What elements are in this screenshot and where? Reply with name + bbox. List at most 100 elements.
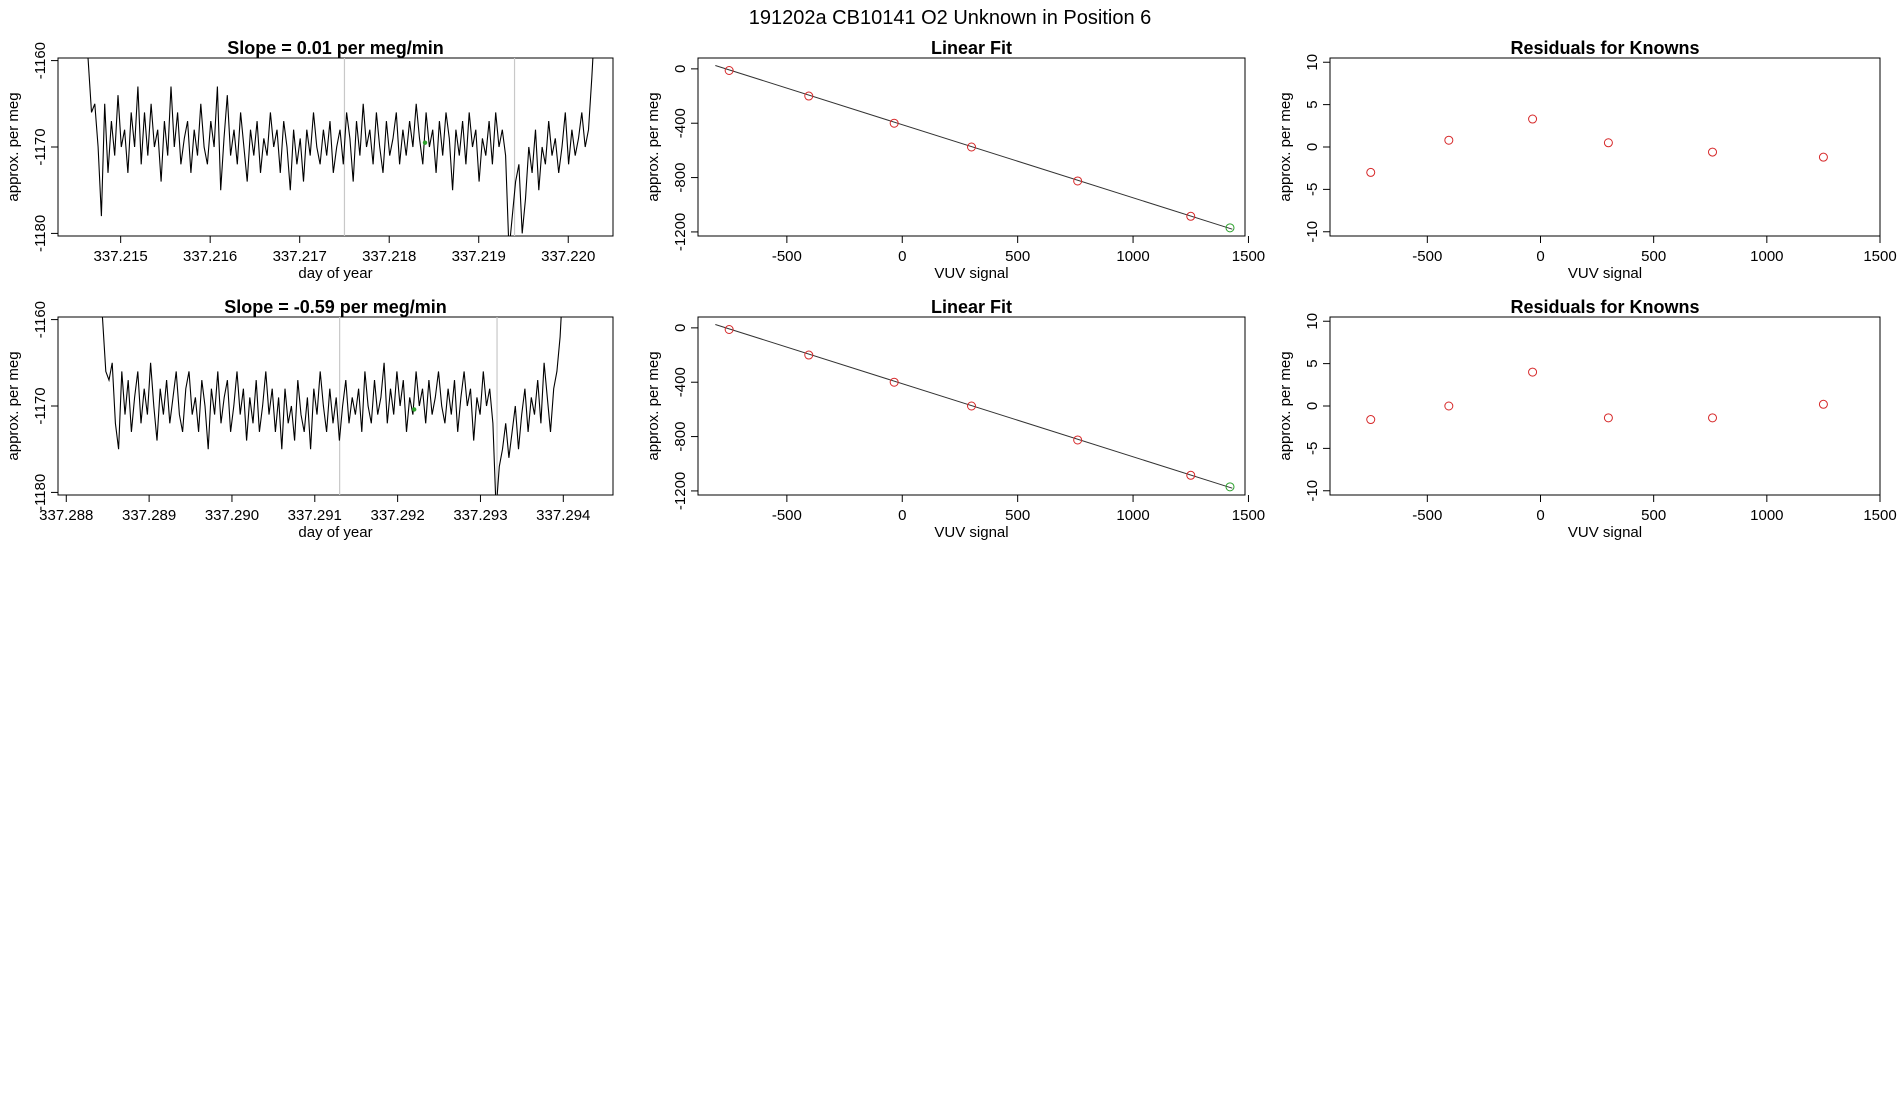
known-sample-point [1708,413,1718,423]
y-axis-label: approx. per meg [645,351,662,460]
x-tick-label: 0 [1536,507,1544,524]
y-tick-label: -1170 [32,387,49,424]
known-sample-point [1818,399,1828,409]
x-tick-label: 500 [1641,507,1666,524]
x-tick-label: 337.291 [288,507,342,524]
plot-frame [1329,57,1881,237]
y-axis-label: approx. per meg [5,92,22,201]
known-sample-point [1603,413,1613,423]
plot-area [1366,367,1828,425]
plot-title: Linear Fit [931,297,1012,317]
plot-frame [1329,316,1881,496]
known-sample-point [724,325,734,335]
y-tick-label: 5 [1304,359,1321,367]
chart-panel-3: Residuals for Knowns -500 0 500 1000 1500 -10 -… [1277,38,1897,282]
x-tick-label: 0 [1536,248,1544,265]
y-tick-label: 10 [1304,54,1321,71]
y-axis-label: approx. per meg [1277,351,1294,460]
x-tick-label: 1000 [1116,248,1149,265]
x-tick-label: 337.294 [536,507,590,524]
unknown-sample-point [1225,223,1235,233]
x-tick-label: 337.289 [122,507,176,524]
known-sample-point [967,142,976,152]
known-sample-point [804,350,814,360]
known-sample-point [804,91,814,101]
known-sample-point [1366,167,1376,177]
y-tick-label: 0 [1304,143,1321,151]
known-sample-point [1444,135,1454,145]
known-sample-point [1528,367,1538,377]
plot-frame [697,316,1246,496]
y-tick-label: -1160 [32,301,49,338]
fit-line [715,323,1233,489]
y-tick-label: 0 [672,324,689,332]
x-tick-label: 1000 [1750,507,1783,524]
x-tick-label: 0 [898,248,906,265]
known-sample-point [1603,138,1613,148]
plot-title: Slope = 0.01 per meg/min [227,38,444,58]
y-tick-label: -1200 [672,472,689,510]
chart-panel-4: Slope = -0.59 per meg/min 337.288 337.289 3… [5,297,614,541]
y-tick-label: 5 [1304,100,1321,108]
known-sample-point [1073,176,1083,186]
x-tick-label: 337.216 [183,248,237,265]
page-title: 191202a CB10141 O2 Unknown in Position 6 [749,7,1152,29]
known-sample-point [1528,114,1538,124]
unknown-sample-point [1225,482,1235,492]
chart-panel-5: Linear Fit -500 0 500 1000 1500 -1200 -800 -400 0… [645,297,1265,541]
x-tick-label: 1500 [1232,507,1265,524]
x-axis-label: VUV signal [934,524,1008,541]
plot-area [715,323,1235,492]
plot-title: Residuals for Knowns [1510,38,1699,58]
y-tick-label: -1200 [672,213,689,251]
x-tick-label: 337.292 [371,507,425,524]
y-tick-label: 0 [1304,402,1321,410]
x-tick-label: 337.288 [39,507,93,524]
x-tick-label: 1500 [1863,507,1896,524]
y-tick-label: -400 [672,108,689,138]
known-sample-point [967,401,976,411]
x-tick-label: 0 [898,507,906,524]
y-tick-label: -1180 [32,474,49,511]
x-tick-label: 1500 [1863,248,1896,265]
known-sample-point [1444,401,1454,411]
x-axis-label: day of year [298,265,372,282]
x-tick-label: 337.219 [452,248,506,265]
unknown-sample-point [411,407,417,412]
plot-area [87,58,594,236]
y-tick-label: 0 [672,65,689,73]
x-axis-label: VUV signal [1568,524,1642,541]
y-tick-label: 10 [1304,313,1321,330]
y-axis-label: approx. per meg [1277,92,1294,201]
known-sample-point [889,377,899,387]
plot-title: Slope = -0.59 per meg/min [224,297,447,317]
plot-title: Residuals for Knowns [1510,297,1699,317]
x-tick-label: 337.220 [541,248,595,265]
x-tick-label: 500 [1641,248,1666,265]
y-tick-label: -400 [672,367,689,397]
x-tick-label: 1500 [1232,248,1265,265]
x-tick-label: 500 [1005,507,1030,524]
chart-panel-1: Slope = 0.01 per meg/min 337.215 337.216 33… [5,38,614,282]
chart-panel-2: Linear Fit -500 0 500 1000 1500 -1200 -800 -400 0… [645,38,1265,282]
y-tick-label: -5 [1304,183,1321,196]
plot-title: Linear Fit [931,38,1012,58]
x-tick-label: 1000 [1116,507,1149,524]
plot-area [1366,114,1828,177]
chart-panel-6: Residuals for Knowns -500 0 500 1000 1500 -10 -… [1277,297,1897,541]
x-tick-label: -500 [1412,248,1442,265]
x-tick-label: 500 [1005,248,1030,265]
x-tick-label: 337.218 [362,248,416,265]
y-tick-label: -1180 [32,215,49,252]
known-sample-point [1073,435,1083,445]
y-axis-label: approx. per meg [645,92,662,201]
y-tick-label: -1170 [32,128,49,165]
plot-frame [697,57,1246,237]
y-tick-label: -800 [672,422,689,452]
plot-area [715,64,1235,233]
fit-line [715,64,1233,230]
known-sample-point [1186,211,1196,221]
x-tick-label: 1000 [1750,248,1783,265]
